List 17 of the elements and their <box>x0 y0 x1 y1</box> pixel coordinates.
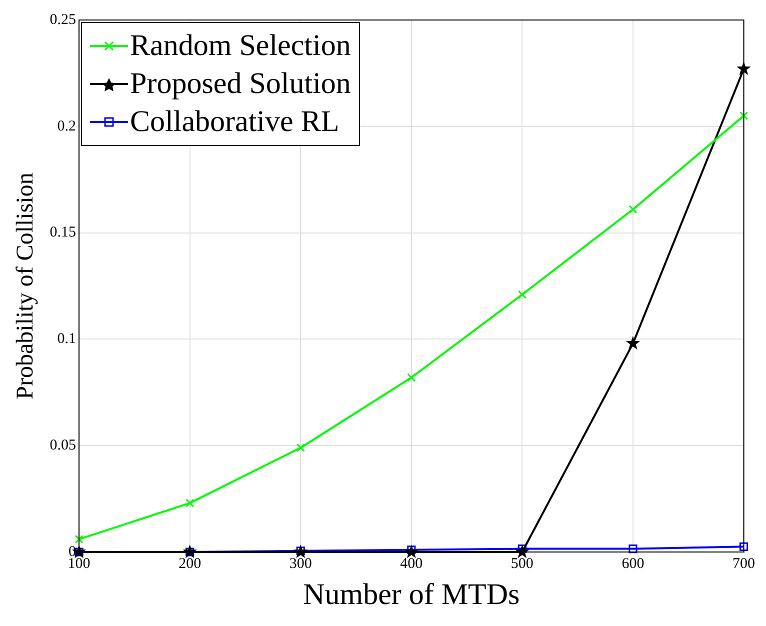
x-axis-title: Number of MTDs <box>303 578 520 611</box>
y-axis-title: Probability of Collision <box>12 172 39 400</box>
x-tick-label: 500 <box>510 556 534 572</box>
y-tick-label: 0.2 <box>57 118 76 134</box>
legend-label: Collaborative RL <box>130 104 340 140</box>
x-tick-label: 300 <box>289 556 312 572</box>
x-tick-label: 600 <box>622 556 644 572</box>
x-tick-label: 400 <box>400 556 423 572</box>
x-tick-label: 200 <box>178 556 202 572</box>
y-tick-label: 0.15 <box>50 224 76 241</box>
x-tick-label: 700 <box>732 556 755 572</box>
y-tick-label: 0.25 <box>50 12 76 28</box>
y-tick-label: 0.05 <box>50 438 76 454</box>
x-tick-label: 100 <box>68 556 90 572</box>
legend-label: Proposed Solution <box>130 66 351 102</box>
y-tick-label: 0.1 <box>57 331 76 348</box>
legend-label: Random Selection <box>130 28 351 64</box>
